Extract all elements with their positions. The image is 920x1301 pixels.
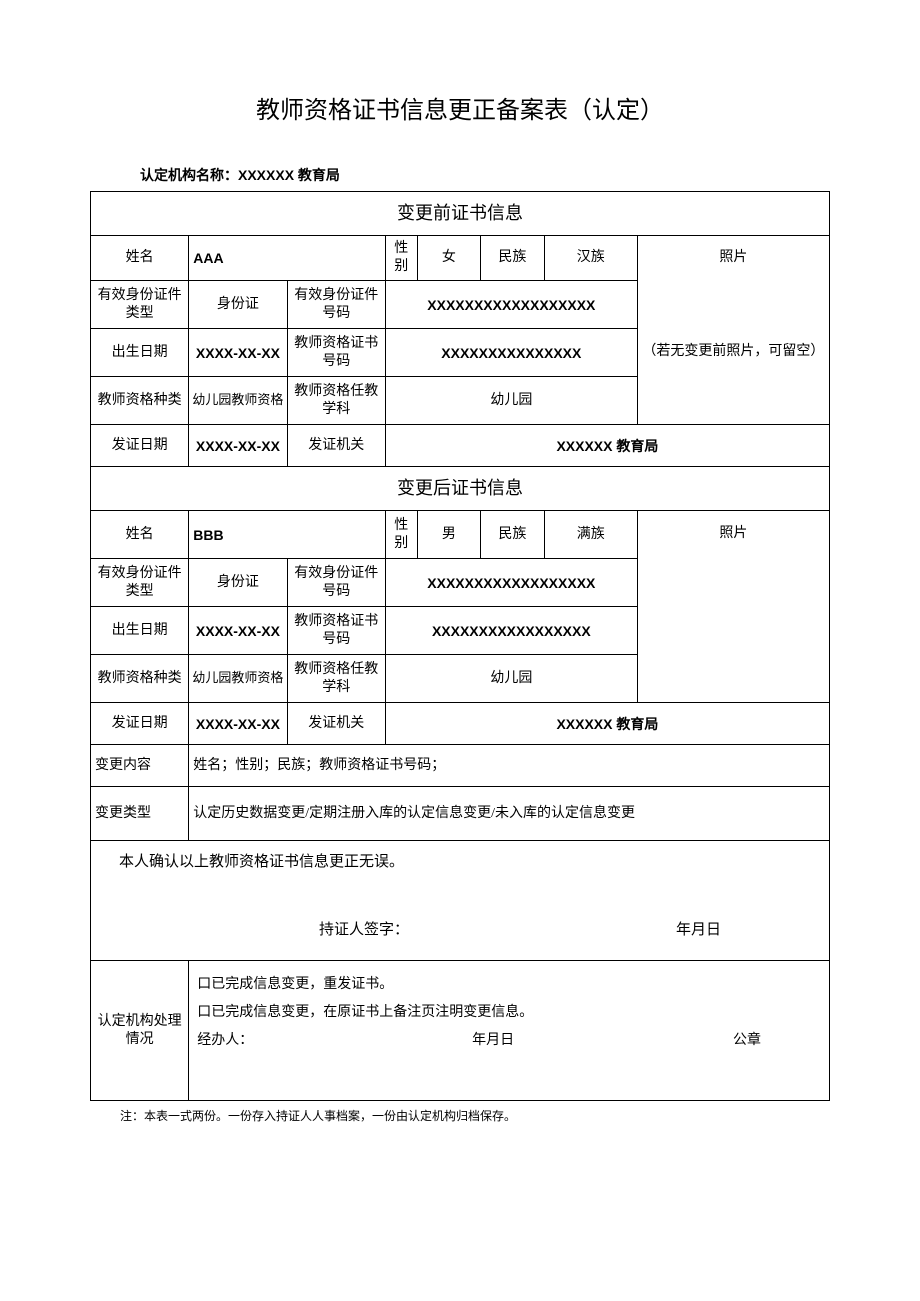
org-line: 认定机构名称：XXXXXX 教育局 [90, 165, 830, 185]
sign-label: 持证人签字： [319, 921, 409, 941]
before-subject: 幼儿园 [385, 377, 637, 425]
label-dob-2: 出生日期 [91, 607, 189, 655]
label-gender: 性别 [385, 236, 417, 281]
label-cert-no-2: 教师资格证书号码 [287, 607, 385, 655]
before-photo-note: （若无变更前照片，可留空） [637, 281, 829, 425]
label-id-type: 有效身份证件类型 [91, 281, 189, 329]
after-ethnic: 满族 [544, 511, 637, 559]
sign-date: 年月日 [676, 921, 721, 941]
before-dob: XXXX-XX-XX [189, 329, 287, 377]
before-issue-date: XXXX-XX-XX [189, 425, 287, 467]
footnote: 注：本表一式两份。一份存入持证人人事档案，一份由认定机构归档保存。 [90, 1107, 830, 1124]
after-dob: XXXX-XX-XX [189, 607, 287, 655]
label-dob: 出生日期 [91, 329, 189, 377]
confirm-block: 本人确认以上教师资格证书信息更正无误。 持证人签字： 年月日 [91, 841, 830, 961]
label-name-2: 姓名 [91, 511, 189, 559]
proc-seal: 公章 [733, 1027, 761, 1055]
label-photo-2: 照片 [637, 511, 829, 703]
section-after-header: 变更后证书信息 [91, 467, 830, 511]
page-title: 教师资格证书信息更正备案表（认定） [90, 90, 830, 125]
proc-opt2: 口已完成信息变更，在原证书上备注页注明变更信息。 [197, 999, 821, 1027]
document-page: 教师资格证书信息更正备案表（认定） 认定机构名称：XXXXXX 教育局 变更前证… [0, 0, 920, 1301]
label-ethnic: 民族 [481, 236, 545, 281]
after-cert-kind: 幼儿园教师资格 [189, 655, 287, 703]
after-issue-org: XXXXXX 教育局 [385, 703, 829, 745]
proc-block: 口已完成信息变更，重发证书。 口已完成信息变更，在原证书上备注页注明变更信息。 … [189, 961, 830, 1101]
label-cert-no: 教师资格证书号码 [287, 329, 385, 377]
before-issue-org: XXXXXX 教育局 [385, 425, 829, 467]
after-gender: 男 [417, 511, 481, 559]
label-change-content: 变更内容 [91, 745, 189, 787]
proc-handler: 经办人： [197, 1027, 253, 1055]
label-proc: 认定机构处理情况 [91, 961, 189, 1101]
before-id-no: XXXXXXXXXXXXXXXXXX [385, 281, 637, 329]
after-subject: 幼儿园 [385, 655, 637, 703]
change-type: 认定历史数据变更/定期注册入库的认定信息变更/未入库的认定信息变更 [189, 787, 830, 841]
label-id-no-2: 有效身份证件号码 [287, 559, 385, 607]
label-cert-kind-2: 教师资格种类 [91, 655, 189, 703]
confirm-text: 本人确认以上教师资格证书信息更正无误。 [119, 853, 821, 873]
form-table: 变更前证书信息 姓名 AAA 性别 女 民族 汉族 照片 有效身份证件类型 身份… [90, 191, 830, 1101]
org-value: XXXXXX 教育局 [238, 167, 340, 183]
label-id-type-2: 有效身份证件类型 [91, 559, 189, 607]
label-ethnic-2: 民族 [481, 511, 545, 559]
before-gender: 女 [417, 236, 481, 281]
after-name: BBB [189, 511, 386, 559]
before-name: AAA [189, 236, 386, 281]
after-cert-no: XXXXXXXXXXXXXXXXX [385, 607, 637, 655]
after-issue-date: XXXX-XX-XX [189, 703, 287, 745]
label-name: 姓名 [91, 236, 189, 281]
proc-date: 年月日 [472, 1027, 514, 1055]
label-issue-date-2: 发证日期 [91, 703, 189, 745]
label-subject-2: 教师资格任教学科 [287, 655, 385, 703]
label-subject: 教师资格任教学科 [287, 377, 385, 425]
label-gender-2: 性别 [385, 511, 417, 559]
after-id-no: XXXXXXXXXXXXXXXXXX [385, 559, 637, 607]
label-issue-org: 发证机关 [287, 425, 385, 467]
label-issue-date: 发证日期 [91, 425, 189, 467]
org-label: 认定机构名称： [140, 167, 238, 183]
label-issue-org-2: 发证机关 [287, 703, 385, 745]
after-id-type: 身份证 [189, 559, 287, 607]
label-change-type: 变更类型 [91, 787, 189, 841]
before-cert-kind: 幼儿园教师资格 [189, 377, 287, 425]
proc-opt1: 口已完成信息变更，重发证书。 [197, 971, 821, 999]
label-id-no: 有效身份证件号码 [287, 281, 385, 329]
before-ethnic: 汉族 [544, 236, 637, 281]
label-photo: 照片 [637, 236, 829, 281]
before-cert-no: XXXXXXXXXXXXXXX [385, 329, 637, 377]
change-content: 姓名；性别；民族；教师资格证书号码； [189, 745, 830, 787]
label-cert-kind: 教师资格种类 [91, 377, 189, 425]
before-id-type: 身份证 [189, 281, 287, 329]
section-before-header: 变更前证书信息 [91, 192, 830, 236]
